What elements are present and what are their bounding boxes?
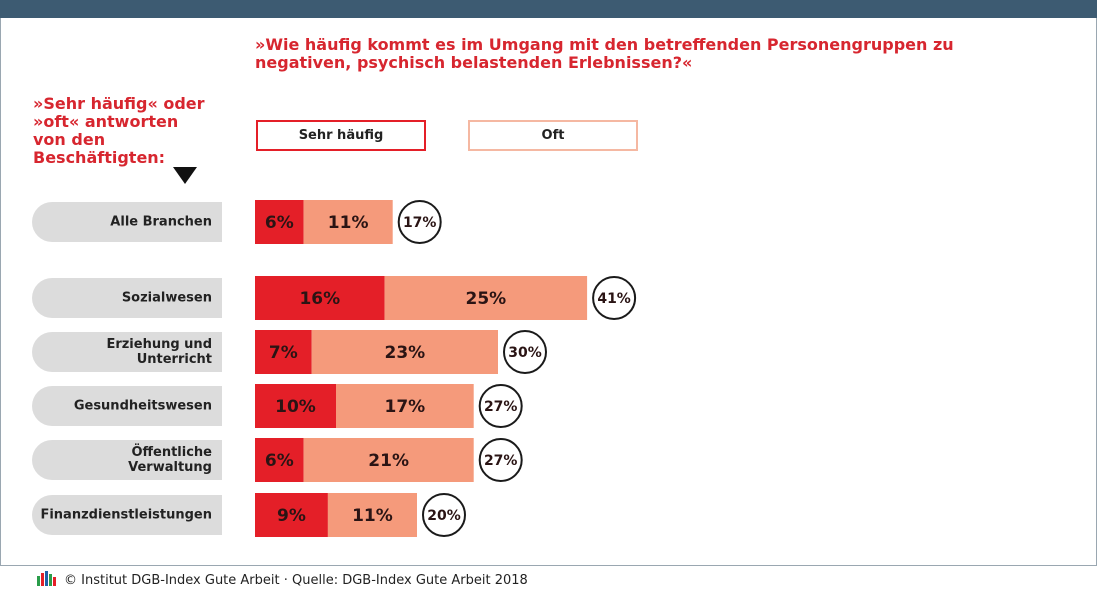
header-bar [0,0,1097,18]
value-label: 17% [384,397,425,417]
category-label: Alle Branchen [110,214,212,230]
bar-segment [255,200,304,244]
bar-segment [255,276,385,320]
category-label: Erziehung und Unterricht [106,337,212,367]
value-label: 6% [265,451,294,471]
total-label: 27% [484,453,518,469]
pointer-triangle [173,167,197,184]
category-pill [32,332,222,372]
chart-title: »Wie häufig kommt es im Umgang mit den b… [255,35,954,72]
category-pill [32,440,222,480]
bar-segment [255,384,336,428]
chart-subtitle: »Sehr häufig« oder »oft« antworten von d… [33,94,205,167]
value-label: 11% [352,506,393,526]
total-circle [397,200,442,244]
value-label: 10% [275,397,316,417]
bar-segment [336,384,474,428]
value-label: 25% [465,289,506,309]
category-pill [32,278,222,318]
category-label: Finanzdienstleistungen [40,507,212,523]
total-label: 17% [403,215,437,231]
bar-segment [303,200,393,244]
category-pill [32,386,222,426]
category-label: Sozialwesen [121,290,212,306]
total-label: 20% [427,508,461,524]
value-label: 23% [384,343,425,363]
value-label: 6% [265,213,294,233]
bar-segment [255,438,304,482]
bar-segment [255,493,328,537]
value-label: 7% [269,343,298,363]
bar-segment [255,330,312,374]
total-circle [503,330,547,374]
bar-segment [303,438,474,482]
footer: © Institut DGB-Index Gute Arbeit · Quell… [64,573,528,588]
legend-entry: Oft [468,120,638,151]
total-label: 27% [484,399,518,415]
total-circle [478,438,523,482]
total-circle [478,384,523,428]
total-label: 30% [508,345,542,361]
bar-segment [384,276,588,320]
value-label: 9% [277,506,306,526]
legend-entry: Sehr häufig [256,120,426,151]
category-label: Gesundheitswesen [73,398,212,414]
bar-segment [311,330,498,374]
value-label: 11% [328,213,369,233]
total-label: 41% [597,291,631,307]
category-label: Öffentliche Verwaltung [128,445,212,475]
total-circle [592,276,637,320]
bar-segment [327,493,417,537]
logo [37,571,56,586]
category-pill [32,495,222,535]
value-label: 16% [299,289,340,309]
value-label: 21% [368,451,409,471]
total-circle [422,493,466,537]
category-pill [32,202,222,242]
